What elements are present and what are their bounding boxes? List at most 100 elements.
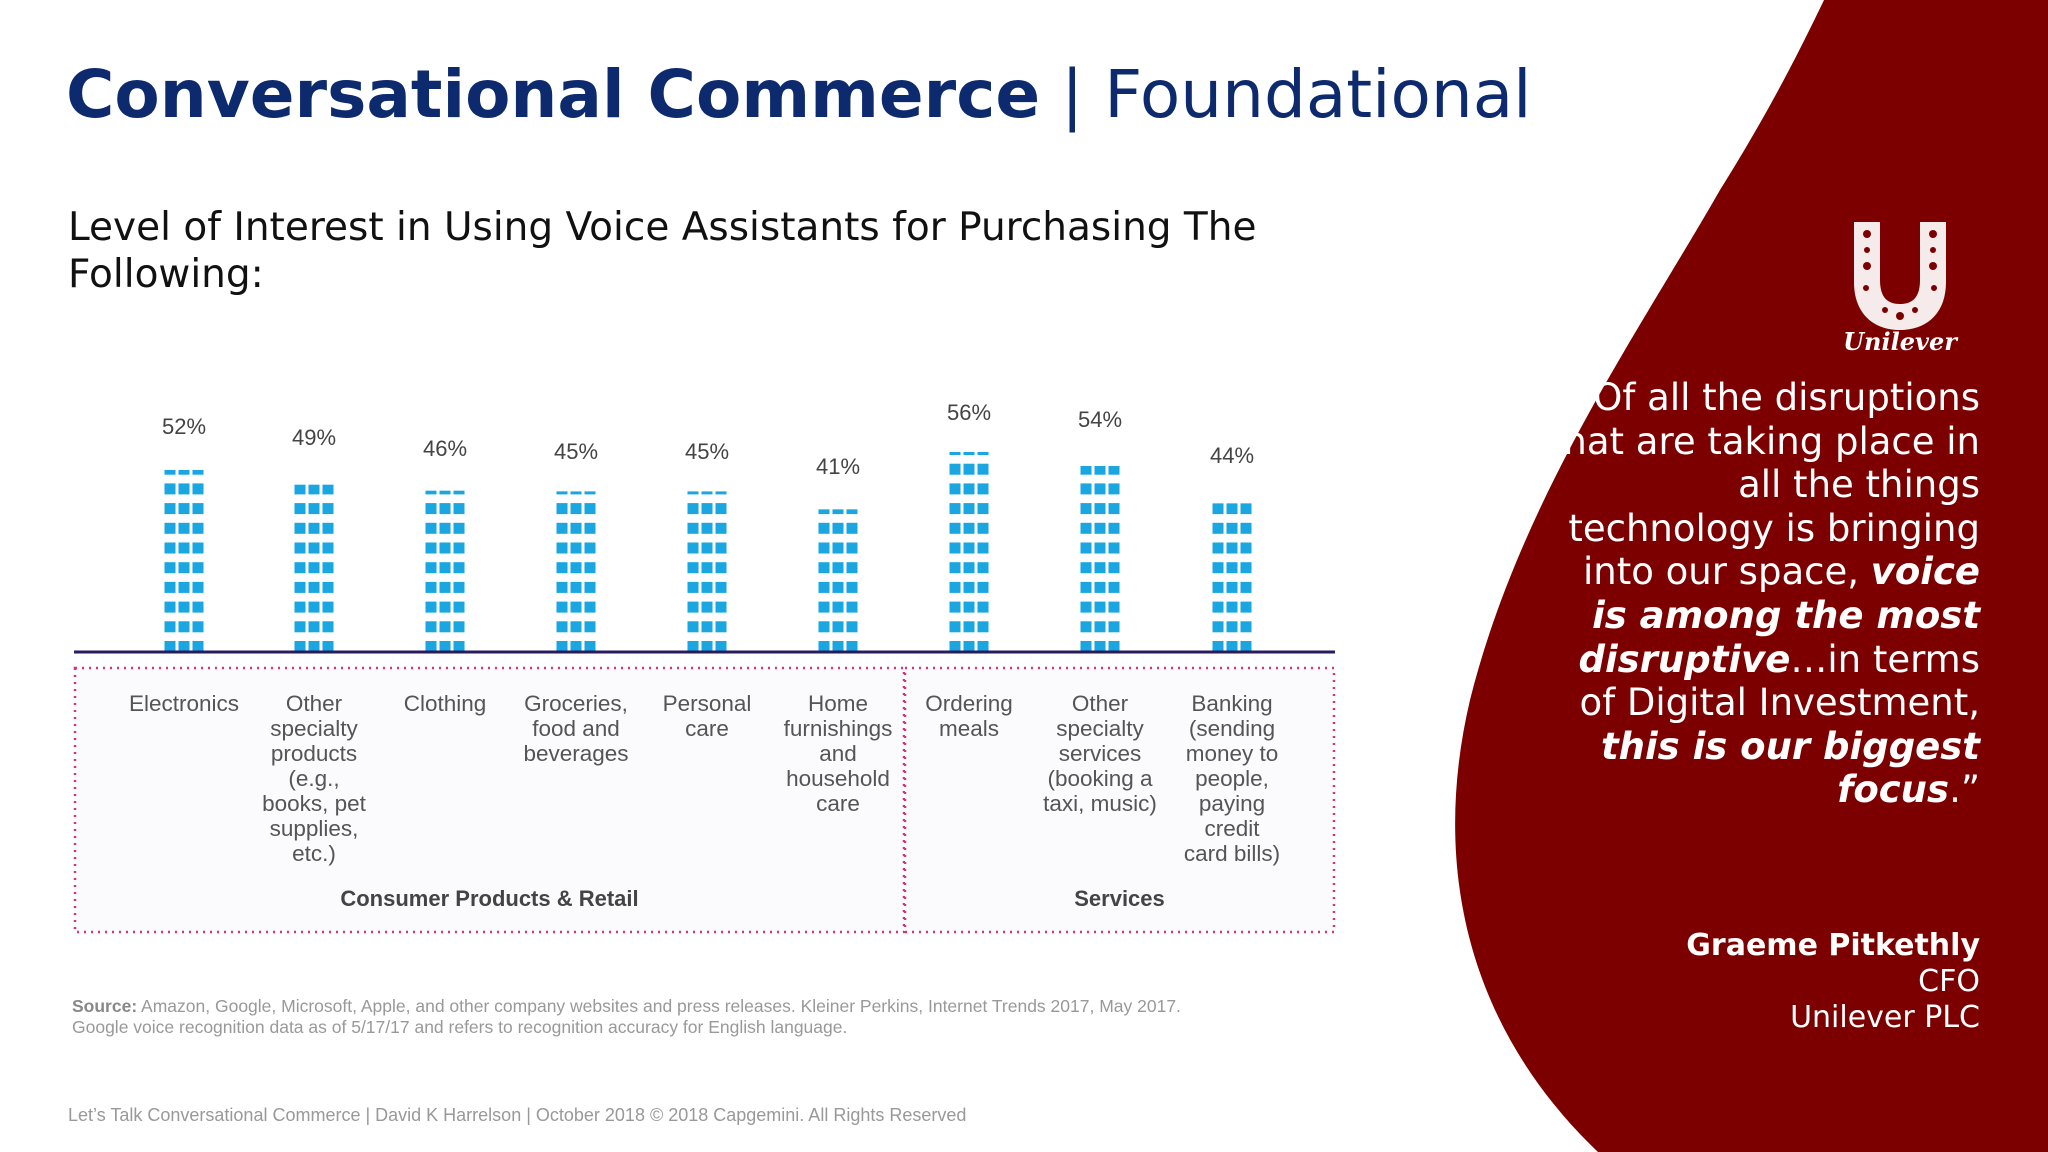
chart-title: Level of Interest in Using Voice Assista… — [68, 205, 1257, 297]
bar-cell — [977, 641, 989, 652]
bar-cell — [425, 503, 437, 515]
bar-cell — [178, 581, 190, 593]
bar-cell — [1080, 641, 1092, 652]
bar-cell-partial — [701, 491, 713, 495]
bar-3 — [425, 490, 465, 652]
bar-cell — [453, 522, 465, 534]
bar-cell — [570, 542, 582, 554]
bar-cell — [192, 522, 204, 534]
bar-cell — [322, 562, 334, 574]
bar-cell — [977, 522, 989, 534]
bar-cell — [977, 483, 989, 495]
bar-cell — [977, 601, 989, 613]
bar-cell-partial — [425, 490, 437, 495]
bar-cell — [556, 503, 568, 515]
bar-cell — [963, 621, 975, 633]
value-label: 52% — [161, 414, 207, 440]
bar-cell — [322, 601, 334, 613]
bar-cell — [570, 522, 582, 534]
bar-cell — [949, 522, 961, 534]
bar-cell — [439, 503, 451, 515]
bar-cell — [1212, 641, 1224, 652]
bar-cell — [1108, 562, 1120, 574]
bar-cell — [439, 542, 451, 554]
bar-cell — [1212, 542, 1224, 554]
bar-cell — [1108, 621, 1120, 633]
bar-cell-partial — [294, 484, 306, 495]
bar-cell-partial — [1212, 503, 1224, 515]
bar-cell — [322, 621, 334, 633]
bar-cell-partial — [570, 491, 582, 495]
bar-cell — [846, 522, 858, 534]
bar-cell — [192, 601, 204, 613]
bar-cell — [715, 601, 727, 613]
bar-cell — [308, 503, 320, 515]
value-label: 45% — [553, 439, 599, 465]
bar-cell — [818, 581, 830, 593]
title-light: Foundational — [1104, 56, 1532, 133]
bar-cell — [701, 601, 713, 613]
bar-cell — [963, 641, 975, 652]
bar-cell — [425, 601, 437, 613]
bar-cell-partial — [977, 452, 989, 455]
bar-cell — [687, 601, 699, 613]
bar-5 — [687, 491, 727, 652]
category-label-line: beverages — [523, 741, 629, 766]
bar-cell — [1212, 601, 1224, 613]
bar-cell — [425, 621, 437, 633]
bar-cell — [1226, 581, 1238, 593]
bar-cell-partial — [1240, 503, 1252, 515]
bar-cell — [308, 581, 320, 593]
category-label: Banking (sending money to people, paying cred… — [1168, 691, 1296, 866]
bar-cell — [977, 562, 989, 574]
bar-cell — [164, 581, 176, 593]
bar-cell — [715, 562, 727, 574]
category-label-line: Clothing — [403, 691, 487, 716]
bar-cell-partial — [192, 470, 204, 475]
bar-cell — [453, 621, 465, 633]
bar-cell — [687, 581, 699, 593]
bar-cell-partial — [832, 509, 844, 515]
source-text-line2: Google voice recognition data as of 5/17… — [72, 1017, 848, 1037]
bar-cell — [192, 641, 204, 652]
bar-cell — [949, 542, 961, 554]
bar-cell — [1108, 522, 1120, 534]
bar-cell — [164, 483, 176, 495]
bar-cell — [832, 542, 844, 554]
value-label: 46% — [422, 435, 468, 461]
bar-cell — [687, 503, 699, 515]
bar-chart: 52% Electronics 49% Other specialty products … — [60, 400, 1350, 950]
bar-cell — [439, 641, 451, 652]
bar-cell — [556, 562, 568, 574]
category-label: Clothing — [381, 691, 509, 716]
bar-cell — [322, 503, 334, 515]
bar-cell — [584, 562, 596, 574]
bar-cell — [715, 522, 727, 534]
bar-cell — [570, 641, 582, 652]
bar-cell — [294, 522, 306, 534]
bar-6 — [818, 509, 858, 652]
bar-cell — [1080, 581, 1092, 593]
cfo-quote: “Of all the disruptions that are taking … — [1540, 376, 1980, 812]
bar-cell — [453, 581, 465, 593]
bar-cell-partial — [164, 470, 176, 475]
bar-cell — [832, 621, 844, 633]
bar-cell — [192, 503, 204, 515]
bar-cell — [1094, 522, 1106, 534]
category-label-line: supplies, etc.) — [269, 816, 359, 866]
bar-cell — [584, 503, 596, 515]
bar-cell — [1094, 503, 1106, 515]
value-label: 45% — [684, 439, 730, 465]
bar-cell — [294, 581, 306, 593]
bar-cell — [453, 641, 465, 652]
bar-cell — [1080, 522, 1092, 534]
bar-cell — [425, 562, 437, 574]
bar-cell — [453, 542, 465, 554]
bar-cell — [439, 562, 451, 574]
bar-cell — [977, 581, 989, 593]
category-label-line: people, — [1195, 766, 1269, 791]
footer: Let’s Talk Conversational Commerce | Dav… — [68, 1105, 967, 1125]
quote-emphasis: voice is among the most disruptive — [1578, 550, 1980, 681]
bar-cell-partial — [1080, 466, 1092, 475]
bar-cell — [1240, 621, 1252, 633]
